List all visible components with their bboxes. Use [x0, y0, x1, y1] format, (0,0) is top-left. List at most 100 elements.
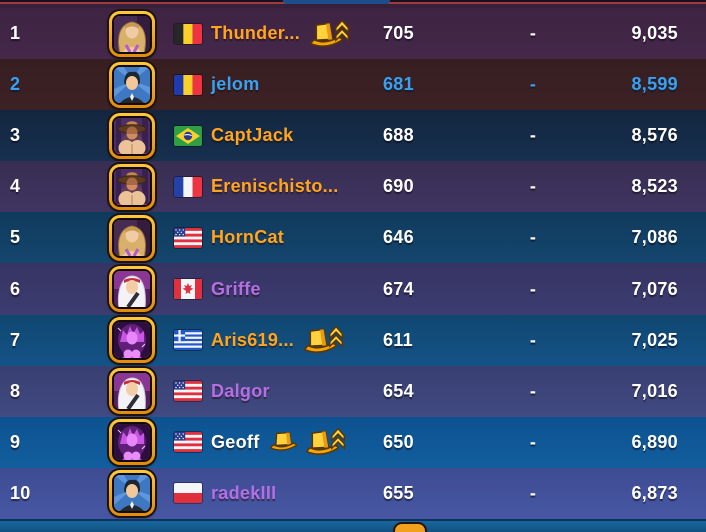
leaderboard-row[interactable]: 4 Erenischisto... 690 - 8,523 — [0, 161, 706, 213]
player-name: Dalgor — [211, 380, 270, 401]
total-score: 9,035 — [631, 23, 678, 44]
leaderboard-row[interactable]: 1 Thunder... 705 - 9,035 — [0, 8, 706, 60]
player-name-cell: HornCat — [211, 227, 383, 248]
dash-separator: - — [529, 329, 537, 350]
brazil-flag-icon — [174, 125, 202, 146]
next-row-avatar-peek — [393, 522, 427, 532]
player-name-cell: Aris619... — [211, 324, 383, 356]
player-name-cell: CaptJack — [211, 125, 383, 146]
france-flag-icon — [174, 176, 202, 197]
avatar-gold-frame — [109, 470, 155, 517]
rank-label: 1 — [10, 23, 21, 44]
points-value: 688 — [383, 125, 414, 146]
dash-separator: - — [529, 380, 537, 401]
points-value: 705 — [383, 23, 414, 44]
rank-label: 9 — [10, 431, 21, 452]
total-score: 7,076 — [631, 278, 678, 299]
avatar-portrait — [112, 13, 152, 54]
rank-label: 10 — [10, 482, 31, 503]
dash-separator: - — [529, 482, 537, 503]
player-avatar[interactable] — [104, 266, 166, 313]
avatar-portrait — [112, 473, 152, 514]
leaderboard-row[interactable]: 7 Aris619... 611 - 7,025 — [0, 314, 706, 366]
avatar-portrait — [112, 371, 152, 412]
player-name: jelom — [211, 74, 260, 95]
total-score: 6,890 — [631, 431, 678, 452]
player-name-cell: Erenischisto... — [211, 176, 383, 197]
leaderboard-row[interactable]: 8 Dalgor 654 - 7,016 — [0, 365, 706, 417]
leaderboard-row[interactable]: 2 jelom 681 - 8,599 — [0, 59, 706, 111]
poland-flag-icon — [174, 483, 202, 504]
leaderboard-row[interactable]: 10 radekIII 655 - 6,873 — [0, 467, 706, 519]
total-score: 7,025 — [631, 329, 678, 350]
player-name: Thunder... — [211, 23, 301, 44]
leaderboard-row[interactable]: 3 CaptJack 688 - 8,576 — [0, 110, 706, 162]
player-avatar[interactable] — [104, 61, 166, 108]
avatar-gold-frame — [109, 419, 155, 466]
belgium-flag-icon — [174, 23, 202, 44]
player-name: radekIII — [211, 482, 277, 503]
avatar-portrait — [112, 320, 152, 361]
total-score: 8,523 — [631, 176, 678, 197]
rank-label: 3 — [10, 125, 21, 146]
avatar-gold-frame — [109, 61, 155, 108]
player-avatar[interactable] — [104, 112, 166, 159]
leaderboard: 1 Thunder... 705 - 9,035 2 jelom 681 - 8… — [0, 8, 706, 519]
player-name-cell: radekIII — [211, 483, 383, 504]
usa-flag-icon — [174, 381, 202, 402]
total-score: 8,576 — [631, 125, 678, 146]
bottom-edge-strip — [0, 519, 706, 532]
leaderboard-row[interactable]: 5 HornCat 646 - 7,086 — [0, 212, 706, 264]
dash-separator: - — [529, 227, 537, 248]
player-avatar[interactable] — [104, 317, 166, 364]
avatar-gold-frame — [109, 163, 155, 210]
dash-separator: - — [529, 278, 537, 299]
avatar-portrait — [112, 166, 152, 207]
player-name-cell: Thunder... — [211, 18, 383, 50]
player-name: Erenischisto... — [211, 176, 339, 197]
rank-label: 4 — [10, 176, 21, 197]
points-value: 655 — [383, 482, 414, 503]
rank-label: 2 — [10, 74, 21, 95]
promotion-hat-icon — [309, 18, 352, 50]
avatar-gold-frame — [109, 266, 155, 313]
avatar-portrait — [112, 115, 152, 156]
avatar-portrait — [112, 64, 152, 105]
avatar-gold-frame — [109, 10, 155, 57]
player-avatar[interactable] — [104, 419, 166, 466]
dash-separator: - — [529, 125, 537, 146]
top-hat-icon — [269, 426, 298, 458]
avatar-gold-frame — [109, 368, 155, 415]
avatar-portrait — [112, 269, 152, 310]
dash-separator: - — [529, 74, 537, 95]
player-name: Aris619... — [211, 329, 295, 350]
player-avatar[interactable] — [104, 214, 166, 261]
dash-separator: - — [529, 431, 537, 452]
avatar-portrait — [112, 217, 152, 258]
player-avatar[interactable] — [104, 10, 166, 57]
rank-label: 8 — [10, 380, 21, 401]
leaderboard-row[interactable]: 9 Geoff 650 - 6,890 — [0, 416, 706, 468]
total-score: 6,873 — [631, 482, 678, 503]
player-name: Griffe — [211, 278, 261, 299]
avatar-gold-frame — [109, 317, 155, 364]
rank-label: 7 — [10, 329, 21, 350]
usa-flag-icon — [174, 227, 202, 248]
player-name: HornCat — [211, 227, 285, 248]
avatar-portrait — [112, 422, 152, 463]
points-value: 646 — [383, 227, 414, 248]
player-avatar[interactable] — [104, 368, 166, 415]
usa-flag-icon — [174, 432, 202, 453]
points-value: 690 — [383, 176, 414, 197]
player-avatar[interactable] — [104, 163, 166, 210]
points-value: 650 — [383, 431, 414, 452]
leaderboard-row[interactable]: 6 Griffe 674 - 7,076 — [0, 263, 706, 315]
avatar-gold-frame — [109, 214, 155, 261]
dash-separator: - — [529, 176, 537, 197]
promotion-hat-icon — [303, 324, 346, 356]
total-score: 7,086 — [631, 227, 678, 248]
player-name: CaptJack — [211, 125, 294, 146]
points-value: 681 — [383, 74, 414, 95]
player-avatar[interactable] — [104, 470, 166, 517]
